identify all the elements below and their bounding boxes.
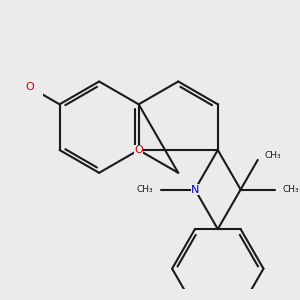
- Text: CH₃: CH₃: [283, 185, 299, 194]
- Text: N: N: [191, 184, 199, 195]
- Text: CH₃: CH₃: [265, 152, 281, 160]
- Text: CH₃: CH₃: [137, 185, 154, 194]
- Text: O: O: [134, 145, 143, 155]
- Text: O: O: [26, 82, 34, 92]
